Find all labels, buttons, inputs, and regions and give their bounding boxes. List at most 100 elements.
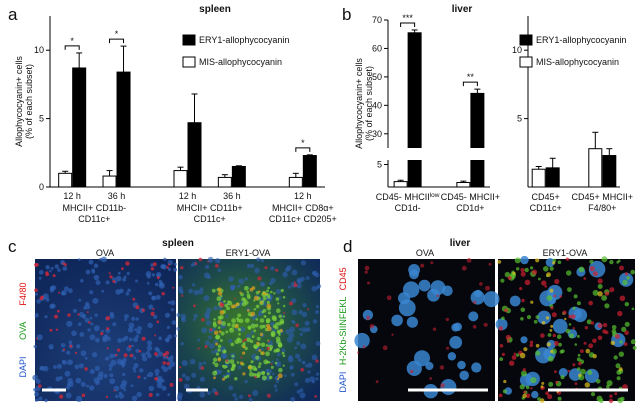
group-label: MHCII+ CD11b+ bbox=[177, 203, 243, 213]
cell bbox=[519, 384, 525, 390]
cell bbox=[38, 269, 44, 275]
cell bbox=[219, 339, 223, 342]
cell bbox=[564, 317, 567, 321]
cell bbox=[115, 353, 118, 357]
cell bbox=[205, 320, 212, 326]
cell bbox=[211, 288, 216, 293]
cell bbox=[597, 284, 603, 289]
cell bbox=[217, 268, 222, 273]
cell bbox=[545, 316, 550, 320]
x-tick-label: 12 h bbox=[294, 191, 312, 201]
cell bbox=[65, 385, 70, 390]
cell bbox=[547, 394, 553, 400]
chart: b liver Allophycocyanin+ cells (% of each s… bbox=[342, 4, 500, 213]
cell bbox=[608, 398, 614, 404]
cell bbox=[520, 370, 527, 377]
cell bbox=[505, 334, 511, 340]
cell bbox=[78, 363, 84, 369]
cell bbox=[577, 353, 581, 357]
cell bbox=[200, 366, 205, 370]
group-label: CD45+ MHCII+ bbox=[572, 192, 634, 202]
cell bbox=[246, 337, 251, 343]
cell bbox=[260, 259, 264, 263]
cell bbox=[300, 343, 307, 350]
cell bbox=[178, 377, 183, 382]
cell bbox=[307, 370, 311, 374]
cell bbox=[122, 277, 127, 282]
cell bbox=[540, 333, 545, 338]
cell bbox=[429, 377, 433, 380]
cell bbox=[289, 326, 295, 333]
cell bbox=[307, 362, 313, 368]
cell bbox=[227, 300, 233, 306]
cell bbox=[152, 262, 157, 267]
cell bbox=[79, 332, 85, 337]
cell bbox=[531, 269, 538, 275]
cell bbox=[161, 385, 167, 391]
cell bbox=[59, 394, 64, 399]
cell bbox=[133, 370, 137, 373]
cell bbox=[239, 394, 244, 399]
cell bbox=[576, 334, 580, 338]
bar bbox=[588, 148, 603, 188]
cell bbox=[243, 298, 247, 302]
cell bbox=[240, 356, 243, 359]
cell bbox=[613, 355, 618, 360]
cell bbox=[282, 315, 285, 318]
cell bbox=[546, 342, 551, 347]
cell bbox=[520, 267, 525, 273]
cell bbox=[610, 340, 615, 346]
cell bbox=[282, 354, 286, 358]
cell bbox=[263, 359, 269, 365]
cell bbox=[296, 389, 301, 394]
cell bbox=[546, 339, 556, 350]
cell bbox=[440, 383, 445, 388]
cell bbox=[504, 308, 508, 313]
cell bbox=[552, 261, 556, 265]
cell bbox=[315, 359, 319, 363]
cell bbox=[38, 276, 42, 280]
cell bbox=[280, 288, 284, 293]
cell bbox=[49, 269, 52, 273]
cell bbox=[567, 287, 572, 292]
cell bbox=[408, 264, 420, 276]
cell bbox=[68, 340, 73, 345]
cell bbox=[189, 358, 196, 365]
cell bbox=[525, 385, 530, 390]
cell bbox=[265, 351, 270, 357]
cell bbox=[154, 368, 160, 374]
cell bbox=[430, 261, 434, 265]
cell bbox=[546, 295, 553, 301]
cell bbox=[164, 312, 171, 318]
group-label: MHCII+ CD11b- bbox=[63, 203, 127, 213]
cell bbox=[67, 381, 74, 388]
cell bbox=[215, 335, 220, 340]
cell bbox=[315, 310, 320, 314]
cell bbox=[266, 289, 269, 293]
cell bbox=[559, 295, 562, 298]
cell bbox=[215, 264, 219, 268]
error-bar bbox=[460, 180, 467, 183]
cell bbox=[281, 351, 285, 355]
cell bbox=[217, 357, 222, 362]
cell bbox=[222, 377, 225, 381]
group-label: CD11c+ CD205+ bbox=[269, 214, 337, 224]
cell bbox=[574, 382, 578, 386]
cell bbox=[398, 299, 416, 317]
cell bbox=[152, 308, 155, 311]
cell bbox=[155, 372, 159, 377]
cell bbox=[166, 266, 169, 269]
cell bbox=[128, 344, 132, 348]
cell bbox=[588, 300, 593, 306]
panel-label: a bbox=[8, 5, 18, 24]
cell bbox=[300, 276, 305, 282]
cell bbox=[220, 295, 223, 298]
cell bbox=[420, 263, 425, 268]
error-bar bbox=[549, 157, 556, 168]
cell bbox=[315, 377, 319, 381]
cell bbox=[529, 340, 534, 344]
error-bar bbox=[106, 170, 113, 177]
bar bbox=[231, 165, 246, 188]
cell bbox=[238, 333, 241, 336]
cell bbox=[109, 314, 115, 319]
